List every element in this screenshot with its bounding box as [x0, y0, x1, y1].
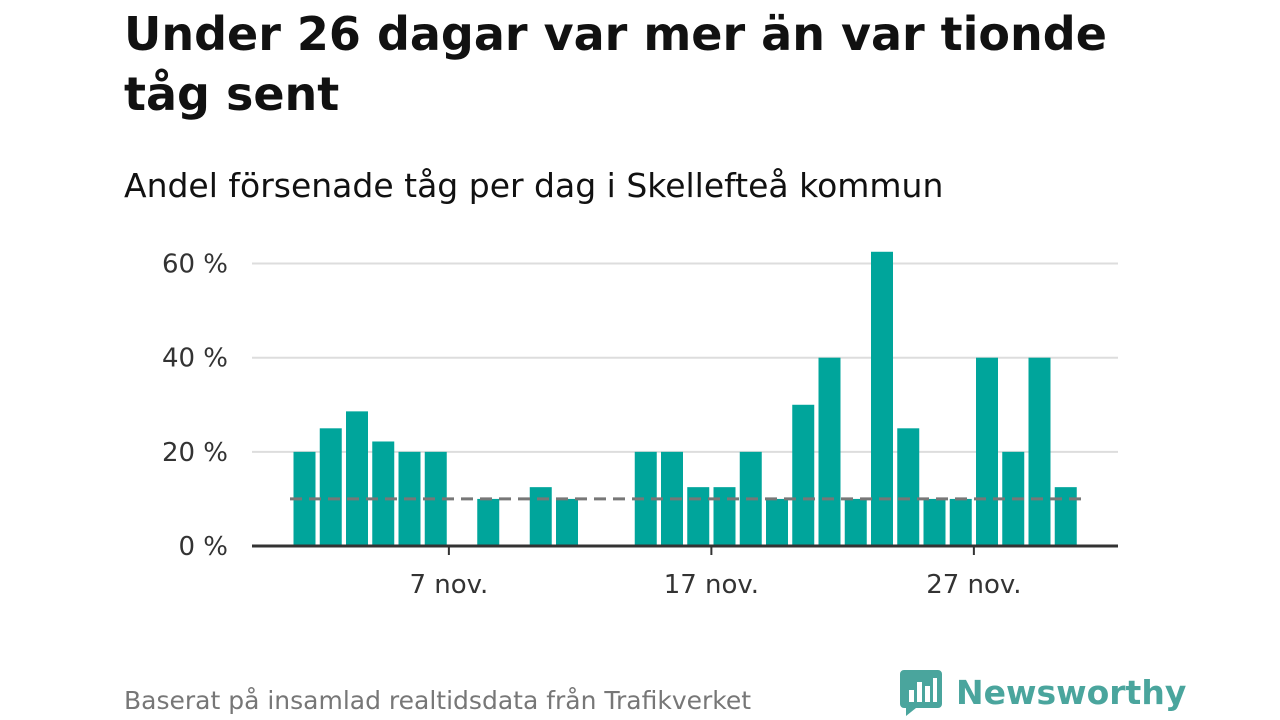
bar [556, 498, 578, 546]
bar [923, 498, 946, 546]
bar [949, 498, 972, 546]
y-tick-label: 0 % [178, 532, 228, 562]
brand-logo[interactable]: Newsworthy [900, 668, 1186, 716]
bar [871, 251, 893, 546]
chart-title: Under 26 dagar var mer än var tionde tåg… [124, 7, 1107, 121]
bar [293, 451, 316, 546]
grid-lines [252, 262, 1118, 453]
brand-name: Newsworthy [956, 672, 1187, 712]
y-tick-label: 40 % [162, 344, 228, 374]
bar [792, 404, 815, 546]
bar [477, 498, 500, 546]
bars [293, 251, 1077, 546]
bar [713, 487, 736, 546]
bar [372, 441, 395, 546]
chart-subtitle: Andel försenade tåg per dag i Skellefteå… [124, 166, 944, 205]
bar [976, 357, 998, 546]
y-tick-label: 60 % [162, 250, 228, 280]
y-axis-labels: 0 % 20 % 40 % 60 % [162, 250, 228, 562]
newsworthy-logo-icon [900, 670, 942, 716]
bar [1054, 487, 1077, 546]
bar [346, 411, 368, 546]
bar [424, 451, 447, 546]
bar [687, 487, 710, 546]
bar [897, 428, 920, 546]
y-tick-label: 20 % [162, 438, 228, 468]
bar [818, 357, 841, 546]
bar [634, 451, 657, 546]
bar-chart: 0 % 20 % 40 % 60 % 7 nov. 17 nov. 27 nov. [162, 250, 1118, 600]
bar [319, 428, 342, 546]
x-tick-label: 17 nov. [664, 570, 759, 600]
source-note: Baserat på insamlad realtidsdata från Tr… [124, 686, 752, 715]
x-axis: 7 nov. 17 nov. 27 nov. [252, 544, 1118, 600]
x-tick-label: 7 nov. [409, 570, 488, 600]
bar [1028, 357, 1051, 546]
bar [766, 498, 788, 546]
bar [844, 498, 867, 546]
bar [529, 487, 552, 546]
x-tick-label: 27 nov. [926, 570, 1021, 600]
